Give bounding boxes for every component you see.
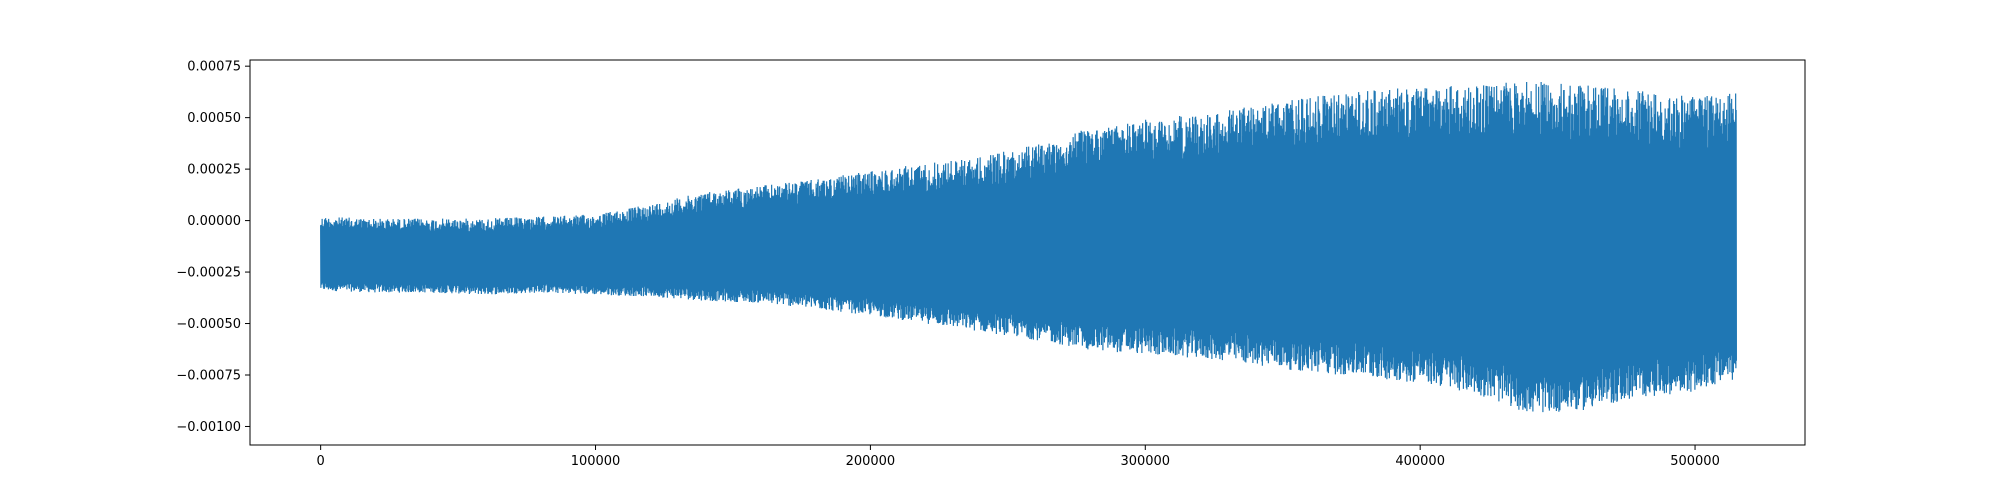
y-axis: 0.00075 0.00050 0.00025 0.00000 −0.00025 −0.0… [176,60,250,435]
x-tick-label: 400000 [1395,454,1445,469]
x-tick-label: 500000 [1670,454,1720,469]
axes-frame [249,59,1806,446]
y-tick-label: −0.00050 [176,317,241,332]
y-tick-label: 0.00000 [187,214,241,229]
y-tick-label: 0.00025 [187,163,241,178]
x-tick-label: 0 [317,454,325,469]
x-tick-label: 100000 [571,454,621,469]
y-tick-label: −0.00100 [176,420,241,435]
x-tick-label: 300000 [1120,454,1170,469]
x-tick-label: 200000 [846,454,896,469]
y-tick-label: 0.00050 [187,111,241,126]
y-tick-label: −0.00075 [176,369,241,384]
series-line [320,81,1737,413]
series-layer [320,81,1737,413]
plot-area [249,59,1806,446]
x-axis: 0 100000 200000 300000 400000 500000 [317,445,1720,469]
y-tick-label: −0.00025 [176,266,241,281]
y-tick-label: 0.00075 [187,60,241,75]
